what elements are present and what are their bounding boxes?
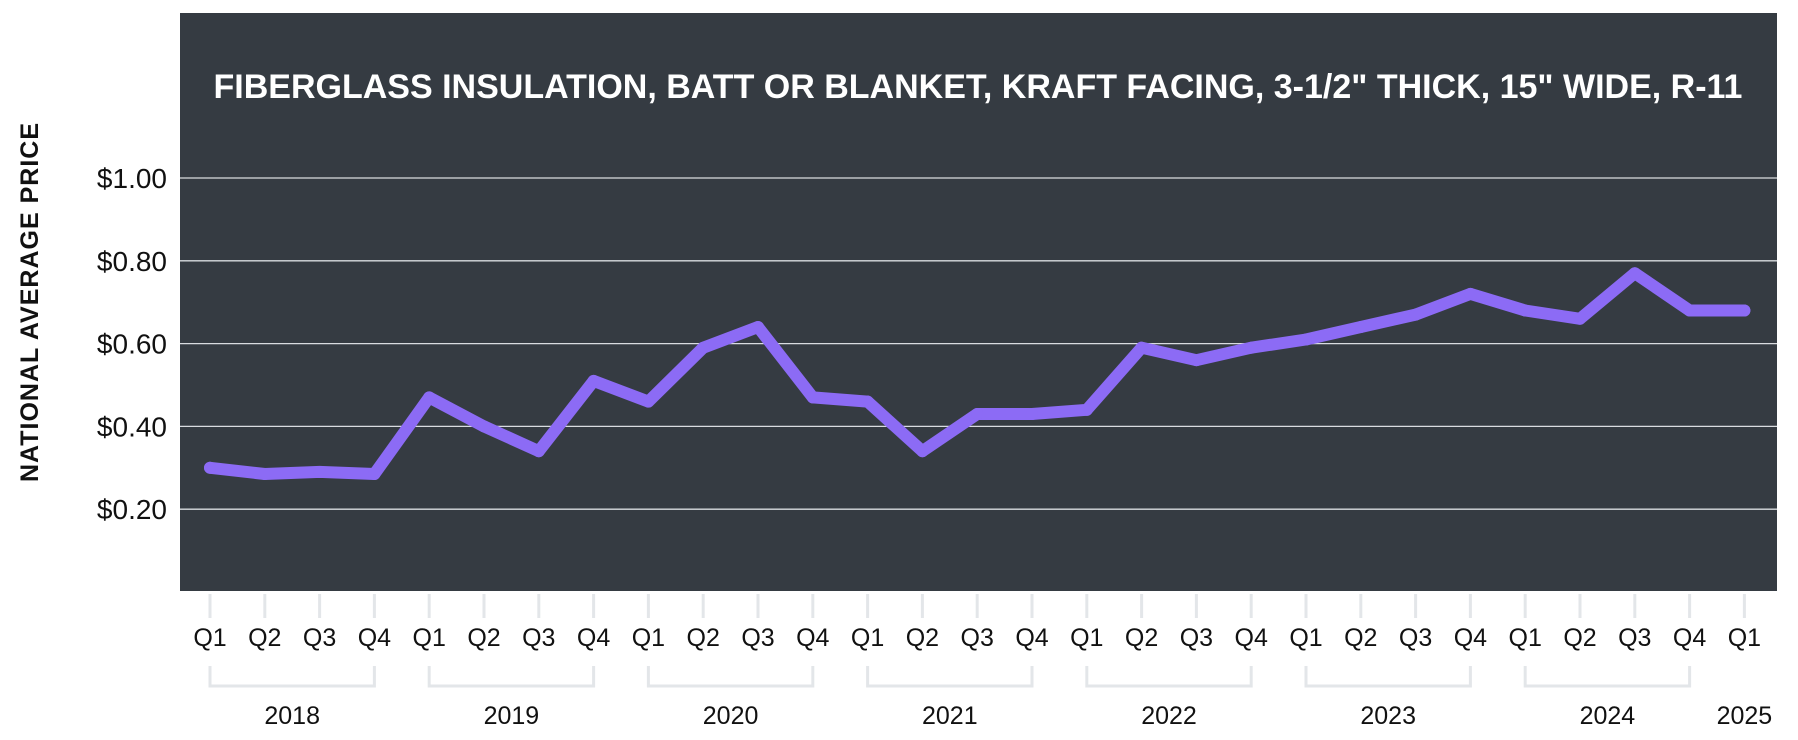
year-label: 2019 [484, 702, 540, 730]
data-point [1354, 321, 1367, 334]
data-point [1135, 341, 1148, 354]
x-tick-label: Q3 [1180, 624, 1213, 652]
x-tick-label: Q3 [961, 624, 994, 652]
x-tick-label: Q1 [1728, 624, 1761, 652]
x-tick-label: Q1 [1289, 624, 1322, 652]
gridlines [180, 177, 1777, 510]
x-tick-label: Q4 [1235, 624, 1268, 652]
data-point [1519, 304, 1532, 317]
data-point [806, 391, 819, 404]
data-point [642, 395, 655, 408]
x-tick-label: Q2 [1125, 624, 1158, 652]
year-bracket [1304, 666, 1472, 688]
data-point [1190, 354, 1203, 367]
x-tick-label: Q4 [1015, 624, 1048, 652]
year-label: 2020 [703, 702, 759, 730]
x-tick-label: Q4 [358, 624, 391, 652]
series-layer [204, 267, 1751, 481]
year-bracket [1523, 666, 1692, 688]
data-point [1738, 304, 1751, 317]
data-point [313, 465, 326, 478]
x-tick-label: Q1 [1509, 624, 1542, 652]
x-tick-label: Q2 [906, 624, 939, 652]
x-tick-label: Q2 [467, 624, 500, 652]
y-tick-label: $0.80 [97, 246, 167, 277]
data-point [204, 461, 216, 474]
x-tick-label: Q2 [1344, 624, 1377, 652]
y-tick-label: $1.00 [97, 163, 167, 194]
data-point [423, 391, 436, 404]
y-axis-label: NATIONAL AVERAGE PRICE [16, 122, 44, 482]
data-point [1574, 312, 1586, 325]
x-tick-label: Q1 [1070, 624, 1103, 652]
data-point [916, 445, 929, 458]
y-tick-label: $0.60 [97, 329, 167, 360]
x-tick-label: Q2 [248, 624, 281, 652]
year-bracket [646, 666, 815, 688]
data-point [1026, 407, 1038, 420]
y-tick-label: $0.40 [97, 411, 167, 442]
data-point [532, 445, 545, 458]
year-label: 2023 [1360, 702, 1416, 730]
year-bracket [866, 666, 1034, 688]
chart-title: FIBERGLASS INSULATION, BATT OR BLANKET, … [214, 68, 1743, 106]
data-point [258, 468, 271, 481]
x-tick-label: Q2 [1563, 624, 1596, 652]
year-label: 2025 [1717, 702, 1773, 730]
year-bracket [1085, 666, 1253, 688]
data-point [587, 374, 600, 387]
data-point [1245, 341, 1258, 354]
year-label: 2021 [922, 702, 978, 730]
data-point [971, 407, 984, 420]
y-axis-ticks: $0.20 $0.40 $0.60 $0.80 $1.00 [97, 163, 167, 525]
data-point [1409, 308, 1422, 321]
data-point [478, 420, 490, 433]
data-point [697, 341, 710, 354]
data-point [1683, 304, 1696, 317]
x-tick-label: Q4 [796, 624, 829, 652]
y-tick-label: $0.20 [97, 494, 167, 525]
x-tick-label: Q1 [193, 624, 226, 652]
x-tick-label: Q3 [1618, 624, 1651, 652]
x-tick-label: Q3 [741, 624, 774, 652]
x-tick-label: Q3 [1399, 624, 1432, 652]
x-tick-label: Q4 [1673, 624, 1706, 652]
x-tick-label: Q3 [522, 624, 555, 652]
x-tick-label: Q1 [413, 624, 446, 652]
year-label: 2018 [264, 702, 320, 730]
x-tick-label: Q1 [851, 624, 884, 652]
data-point [1080, 403, 1093, 416]
x-tick-label: Q3 [303, 624, 336, 652]
year-bracket [208, 666, 376, 688]
data-point [1300, 333, 1312, 346]
x-tick-label: Q1 [632, 624, 665, 652]
data-point [1464, 287, 1477, 300]
data-point [752, 321, 764, 334]
year-label: 2024 [1580, 702, 1636, 730]
x-tick-label: Q2 [687, 624, 720, 652]
year-brackets: 2018 2019 2020 2021 2022 2023 2024 2025 [208, 666, 1773, 730]
data-point [1628, 267, 1641, 280]
x-axis-ticks: Q1 Q2 Q3 Q4 Q1 Q2 Q3 Q4 Q1 Q2 Q3 Q4 Q1 Q2 Q3 Q4 Q1 Q2 Q3 Q4… [193, 594, 1761, 652]
x-tick-label: Q4 [577, 624, 610, 652]
data-point [861, 395, 874, 408]
year-bracket [427, 666, 596, 688]
x-tick-label: Q4 [1454, 624, 1487, 652]
data-point [368, 468, 381, 481]
year-label: 2022 [1141, 702, 1197, 730]
